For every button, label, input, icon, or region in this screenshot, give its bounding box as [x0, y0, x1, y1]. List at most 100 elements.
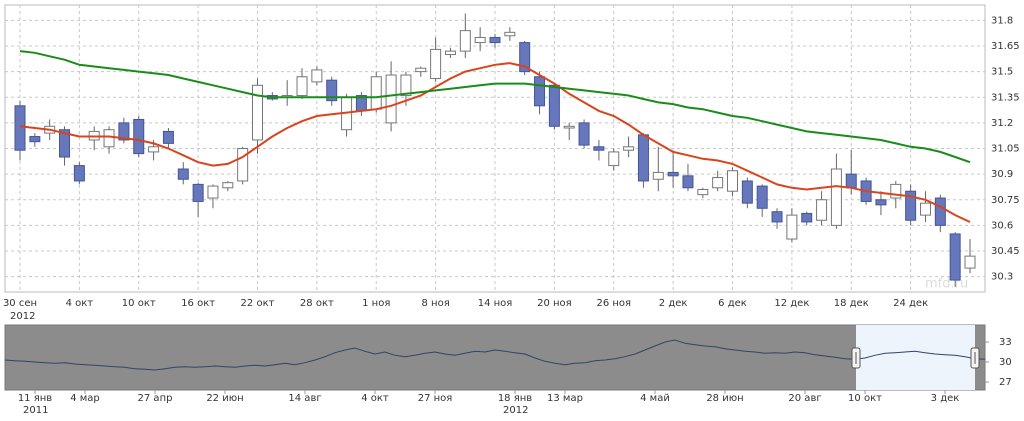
x-tick-label: 10 окт [122, 298, 156, 309]
candle-body [207, 185, 219, 199]
candle-body [296, 76, 308, 97]
y-tick-label: 30.3 [991, 272, 1013, 283]
navigator-x-tick-label: 4 мар [70, 393, 100, 404]
candle-body [370, 76, 382, 110]
candle-body [326, 79, 338, 102]
candle-body [118, 122, 130, 141]
x-tick-label: 2 дек [659, 298, 688, 309]
candle-body [251, 84, 263, 141]
navigator-year-label: 2011 [23, 405, 48, 416]
candle-body [29, 136, 41, 143]
candle-body [459, 30, 471, 52]
candle-body [415, 67, 427, 73]
candle-body [73, 165, 85, 182]
x-year-label: 2012 [10, 311, 35, 322]
moving-average-line [19, 50, 971, 164]
watermark: mfd.ru [925, 277, 968, 292]
candle-body [875, 199, 887, 206]
candle-body [623, 146, 635, 151]
candle-body [222, 182, 234, 189]
candle-body [712, 177, 724, 189]
navigator-x-tick-label: 18 янв [498, 393, 532, 404]
navigator-x-tick-label: 27 апр [138, 393, 173, 404]
candle-body [103, 129, 115, 148]
x-tick-label: 4 окт [66, 298, 94, 309]
x-tick-label: 20 ноя [537, 298, 572, 309]
candle-body [934, 197, 946, 226]
navigator-x-tick-label: 13 мар [547, 393, 583, 404]
navigator-x-tick-label: 4 окт [361, 393, 389, 404]
navigator-x-tick-label: 4 май [640, 393, 670, 404]
navigator-year-label: 2012 [503, 405, 528, 416]
candle-body [741, 180, 753, 204]
candle-body [444, 50, 456, 56]
candle-body [548, 84, 560, 127]
navigator-y-tick-label: 30 [999, 357, 1012, 368]
candle-body [311, 69, 323, 83]
candle-body [385, 74, 397, 124]
y-tick-label: 31.8 [991, 15, 1013, 26]
candle-body [608, 151, 620, 167]
candle-body [59, 129, 71, 158]
navigator-x-tick-label: 10 окт [848, 393, 882, 404]
y-tick-label: 31.65 [991, 41, 1020, 52]
candle-body [964, 255, 976, 269]
navigator-x-tick-label: 20 авг [788, 393, 821, 404]
candle-body [652, 171, 664, 180]
y-tick-label: 30.9 [991, 169, 1013, 180]
candle-body [237, 148, 249, 182]
candle-body [786, 214, 798, 240]
navigator-selection [856, 325, 975, 390]
candle-body [845, 173, 857, 189]
navigator-x-tick-label: 3 дек [931, 393, 960, 404]
navigator-y-tick-label: 27 [999, 377, 1012, 388]
candle-body [578, 122, 590, 146]
x-tick-label: 12 дек [774, 298, 809, 309]
candle-body [192, 183, 204, 202]
y-tick-label: 31.5 [991, 67, 1013, 78]
candle-body [830, 168, 842, 226]
x-tick-label: 6 дек [718, 298, 747, 309]
candle-body [682, 175, 694, 189]
navigator-x-tick-label: 11 янв [18, 393, 52, 404]
candle-body [667, 171, 679, 177]
candle-body [489, 36, 501, 44]
candle-body [593, 146, 605, 151]
candle-body [801, 212, 813, 223]
candle-body [474, 36, 486, 44]
y-tick-label: 31.05 [991, 144, 1020, 155]
x-tick-label: 24 дек [893, 298, 928, 309]
moving-average-line [19, 62, 971, 223]
x-tick-label: 18 дек [834, 298, 869, 309]
x-tick-label: 14 ноя [478, 298, 513, 309]
x-tick-label: 1 ноя [362, 298, 390, 309]
navigator-x-tick-label: 27 ноя [418, 393, 453, 404]
candle-body [519, 42, 531, 73]
candle-body [637, 134, 649, 182]
candle-body [756, 185, 768, 209]
x-tick-label: 28 окт [300, 298, 334, 309]
candle-body [148, 146, 160, 153]
y-tick-label: 31.2 [991, 118, 1013, 129]
candle-body [816, 199, 828, 221]
candle-body [534, 76, 546, 107]
candle-body [162, 130, 174, 144]
candle-body [727, 170, 739, 192]
candle-body [905, 190, 917, 221]
candle-body [504, 31, 516, 37]
x-tick-label: 30 сен [3, 298, 37, 309]
candle-body [919, 202, 931, 216]
candle-body [771, 211, 783, 223]
candle-body [563, 125, 575, 129]
candle-body [949, 233, 961, 281]
x-tick-label: 22 окт [241, 298, 275, 309]
y-tick-label: 30.6 [991, 220, 1013, 231]
x-tick-label: 26 ноя [596, 298, 631, 309]
candle-body [177, 168, 189, 180]
navigator-x-tick-label: 28 июн [706, 393, 743, 404]
candle-body [890, 183, 902, 199]
y-tick-label: 31.35 [991, 92, 1020, 103]
navigator-area [4, 324, 986, 391]
candle-body [14, 105, 26, 151]
